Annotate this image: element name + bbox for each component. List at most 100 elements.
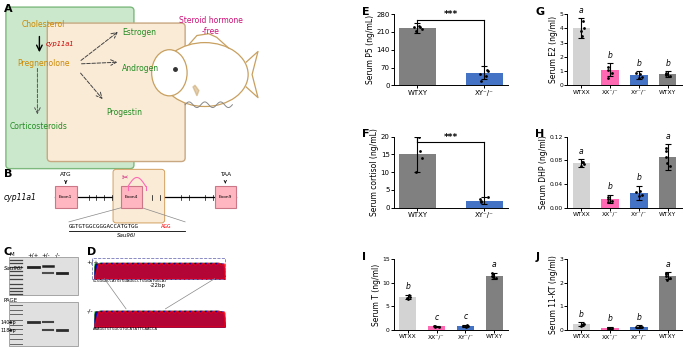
Text: b: b xyxy=(636,173,641,182)
Text: Pregnenolone: Pregnenolone xyxy=(17,59,69,67)
Point xyxy=(480,73,491,79)
Point xyxy=(462,324,473,329)
Point xyxy=(578,321,589,326)
Point xyxy=(603,325,614,331)
Text: GCGGGACCATGTGGAGGCCTGGGATGGCAT: GCGGGACCATGTGGAGGCCTGGGATGGCAT xyxy=(92,279,168,283)
Point xyxy=(634,188,645,194)
Text: AAAGGTGTGGCGTGCATATTCAACCA: AAAGGTGTGGCGTGCATATTCAACCA xyxy=(92,327,158,331)
FancyBboxPatch shape xyxy=(121,186,142,208)
Point xyxy=(417,155,428,161)
Y-axis label: Serum E2 (ng/ml): Serum E2 (ng/ml) xyxy=(549,16,558,83)
Bar xyxy=(457,326,474,330)
Point xyxy=(487,271,498,276)
Text: b: b xyxy=(636,59,641,68)
Point xyxy=(461,323,472,328)
Text: c: c xyxy=(463,312,467,321)
Bar xyxy=(630,193,647,208)
Y-axis label: Serum 11-KT (ng/ml): Serum 11-KT (ng/ml) xyxy=(549,255,558,334)
Point xyxy=(602,64,613,70)
Text: -free: -free xyxy=(202,27,220,36)
Bar xyxy=(659,157,676,208)
Point xyxy=(403,292,414,297)
Text: Sau96I: Sau96I xyxy=(4,266,23,271)
Point xyxy=(603,75,614,81)
Text: Steroid hormone: Steroid hormone xyxy=(179,16,242,25)
Point xyxy=(475,78,486,84)
Text: +/+: +/+ xyxy=(86,259,99,264)
Bar xyxy=(601,328,619,330)
Point xyxy=(634,75,645,81)
Point xyxy=(660,72,671,78)
Text: b: b xyxy=(636,313,641,322)
Text: B: B xyxy=(4,169,12,179)
Point xyxy=(414,148,425,154)
Text: Sau96I: Sau96I xyxy=(117,233,136,238)
Point xyxy=(660,273,671,279)
Point xyxy=(636,324,647,330)
Text: D: D xyxy=(86,247,96,257)
Text: Progestin: Progestin xyxy=(106,108,142,117)
Text: +/+: +/+ xyxy=(27,252,39,257)
Point xyxy=(660,154,671,160)
Point xyxy=(660,146,671,151)
Point xyxy=(631,70,642,75)
Point xyxy=(631,190,642,195)
Point xyxy=(634,324,645,330)
Text: a: a xyxy=(579,147,584,155)
Bar xyxy=(399,28,436,85)
Text: M: M xyxy=(10,252,14,257)
Text: J: J xyxy=(536,252,540,262)
Text: 118bp: 118bp xyxy=(1,328,16,333)
Point xyxy=(636,74,647,80)
Text: 140bp: 140bp xyxy=(1,320,16,325)
Point xyxy=(413,134,424,140)
Bar xyxy=(399,297,416,330)
Text: GGTGTGGCGGGACCATGTGG: GGTGTGGCGGGACCATGTGG xyxy=(69,224,139,229)
Text: +/-: +/- xyxy=(41,252,50,257)
Point xyxy=(575,323,586,329)
Text: H: H xyxy=(536,130,545,140)
Point xyxy=(664,163,675,169)
Point xyxy=(490,275,501,281)
Text: E: E xyxy=(362,7,369,17)
Point xyxy=(410,169,421,175)
Point xyxy=(661,277,672,283)
Text: Androgen: Androgen xyxy=(122,64,159,73)
Text: Exon1: Exon1 xyxy=(59,195,73,199)
Point xyxy=(660,149,671,154)
Bar xyxy=(573,163,590,208)
Point xyxy=(417,26,428,32)
Text: b: b xyxy=(579,310,584,318)
Y-axis label: Serum DHP (ng/ml): Serum DHP (ng/ml) xyxy=(540,135,549,209)
Text: C: C xyxy=(4,247,12,257)
Point xyxy=(457,323,468,329)
Point xyxy=(631,324,642,330)
Text: PAGE: PAGE xyxy=(4,298,18,303)
Y-axis label: Serum T (ng/ml): Serum T (ng/ml) xyxy=(371,263,381,326)
Text: G: G xyxy=(536,7,545,17)
Point xyxy=(607,198,618,203)
Point xyxy=(607,325,618,331)
Point xyxy=(576,33,587,38)
Point xyxy=(483,194,494,200)
Point xyxy=(481,67,492,72)
Point xyxy=(664,275,675,281)
Bar xyxy=(9,302,77,346)
Point xyxy=(634,193,645,199)
Point xyxy=(410,28,421,34)
Point xyxy=(405,294,416,300)
Text: a: a xyxy=(665,260,670,269)
Text: a: a xyxy=(492,260,497,269)
Text: Exon4: Exon4 xyxy=(125,195,138,199)
Bar xyxy=(573,324,590,330)
Point xyxy=(487,273,498,278)
FancyBboxPatch shape xyxy=(47,23,185,162)
Bar xyxy=(630,327,647,330)
Text: b: b xyxy=(608,182,612,191)
Text: AGG: AGG xyxy=(161,224,171,229)
Bar xyxy=(9,257,77,295)
Text: I: I xyxy=(362,252,366,262)
Point xyxy=(488,274,499,280)
Text: ✂: ✂ xyxy=(122,173,129,182)
Bar xyxy=(466,73,503,85)
